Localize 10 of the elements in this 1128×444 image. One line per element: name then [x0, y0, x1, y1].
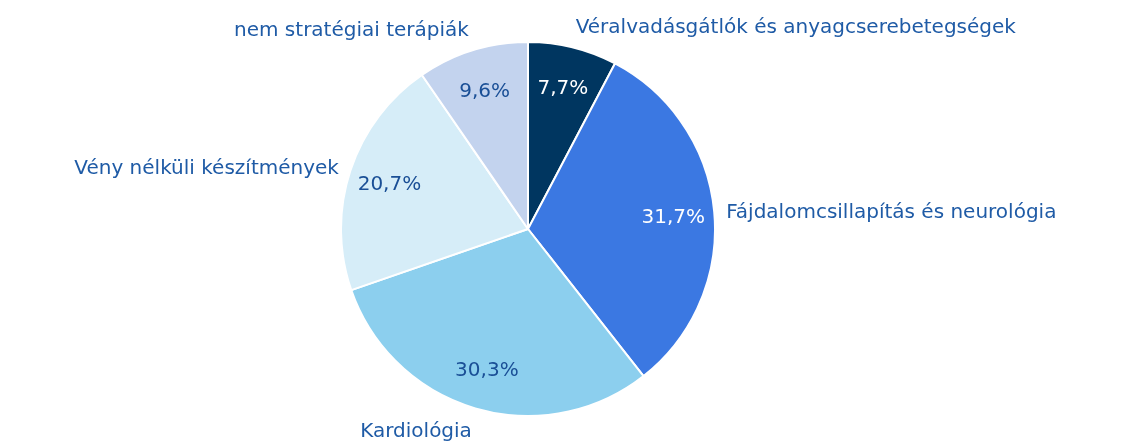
slice-label: Fájdalomcsillapítás és neurológia: [726, 198, 1057, 223]
slice-label: Kardiológia: [360, 417, 472, 442]
data-label: 31,7%: [641, 203, 706, 228]
slice-label: Véralvadásgátlók és anyagcserebetegségek: [575, 13, 1017, 38]
data-label: 9,6%: [459, 77, 511, 102]
slice-label: nem stratégiai terápiák: [234, 16, 470, 41]
data-label: 20,7%: [357, 171, 422, 196]
data-label: 7,7%: [537, 75, 589, 100]
slice-label: Vény nélküli készítmények: [74, 154, 340, 179]
data-label: 30,3%: [455, 356, 519, 381]
